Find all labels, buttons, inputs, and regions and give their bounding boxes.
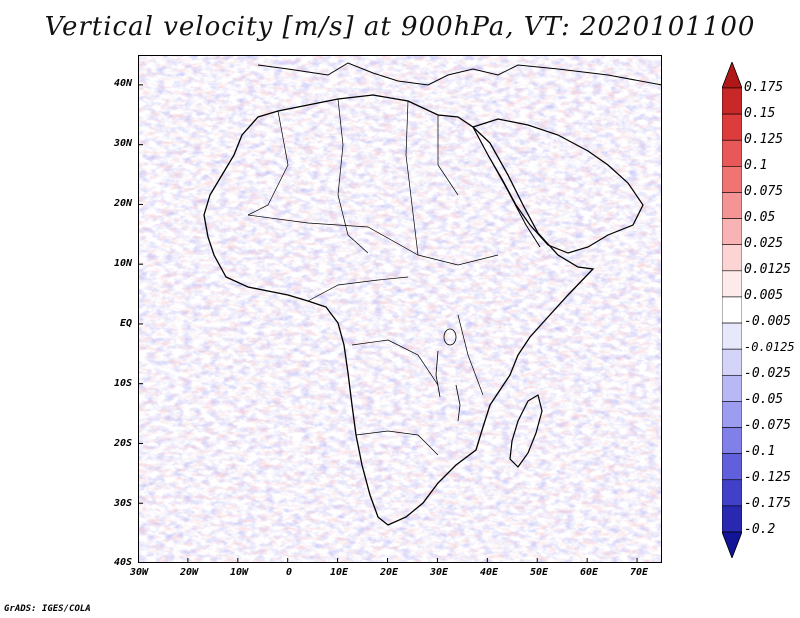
- colorbar-swatch: [722, 505, 742, 533]
- colorbar-label: 0.005: [744, 288, 784, 303]
- colorbar-swatch: [722, 322, 742, 350]
- country-borders: [247, 98, 499, 456]
- colorbar-swatch: [722, 453, 742, 481]
- lat-label: 20N: [113, 198, 132, 209]
- colorbar-label: 0.075: [744, 184, 784, 199]
- map-panel: [138, 55, 662, 563]
- axis-ticks: [138, 84, 638, 563]
- colorbar-label: -0.05: [744, 392, 784, 407]
- colorbar-label: -0.175: [744, 496, 791, 511]
- colorbar-swatch: [722, 87, 742, 115]
- colorbar-label: -0.2: [744, 522, 776, 537]
- madagascar-outline: [509, 394, 543, 468]
- colorbar-label: 0.05: [744, 210, 776, 225]
- colorbar-swatch: [722, 192, 742, 219]
- map-frame: [138, 55, 662, 563]
- colorbar-label: -0.075: [744, 418, 791, 433]
- chart-title: Vertical velocity [m/s] at 900hPa, VT: 2…: [44, 12, 756, 42]
- colorbar-swatch: [722, 218, 742, 246]
- lat-label: 10N: [113, 258, 132, 269]
- colorbar-swatch: [722, 296, 742, 324]
- colorbar-label: 0.0125: [744, 262, 791, 277]
- colorbar-label: -0.1: [744, 444, 776, 459]
- red-sea: [487, 154, 541, 248]
- colorbar-swatch: [722, 244, 742, 272]
- colorbar-swatch: [722, 401, 742, 428]
- colorbar-label: 0.025: [744, 236, 784, 251]
- colorbar-swatch: [722, 427, 742, 454]
- lon-label: 70E: [629, 567, 649, 578]
- colorbar-swatch: [722, 139, 742, 167]
- colorbar-label: 0.175: [744, 80, 784, 95]
- lat-label: 30N: [113, 138, 132, 149]
- credit-text: GrADS: IGES/COLA: [4, 604, 91, 614]
- colorbar-swatch: [722, 374, 742, 402]
- colorbar-label: -0.025: [744, 366, 791, 381]
- lat-label: 20S: [113, 438, 132, 449]
- lon-label: 10W: [229, 567, 249, 578]
- colorbar-label: 0.125: [744, 132, 784, 147]
- lat-label: 30S: [113, 498, 132, 509]
- lon-label: 50E: [529, 567, 549, 578]
- colorbar: [722, 62, 742, 558]
- africa-coastline: [203, 94, 595, 526]
- europe-coast: [257, 62, 662, 86]
- map-canvas: [138, 55, 662, 563]
- lon-label: 40E: [479, 567, 499, 578]
- lat-label: EQ: [119, 318, 132, 329]
- lat-label: 40S: [113, 557, 132, 568]
- colorbar-swatch: [722, 479, 742, 507]
- colorbar-bottom-arrow: [722, 531, 742, 558]
- colorbar-top-arrow: [722, 62, 742, 89]
- lon-label: 20W: [179, 567, 199, 578]
- colorbar-label: -0.0125: [744, 340, 795, 354]
- colorbar-swatch: [722, 166, 742, 193]
- colorbar-label: -0.125: [744, 470, 791, 485]
- lon-label: 60E: [579, 567, 599, 578]
- colorbar-label: 0.15: [744, 106, 776, 121]
- colorbar-label: 0.1: [744, 158, 768, 173]
- lon-label: 30E: [429, 567, 449, 578]
- lon-label: 20E: [379, 567, 399, 578]
- colorbar-swatch: [722, 348, 742, 376]
- velocity-field: [138, 55, 662, 563]
- lon-label: 10E: [329, 567, 349, 578]
- colorbar-label: -0.005: [744, 314, 791, 329]
- colorbar-swatch: [722, 113, 742, 141]
- lakes: [435, 328, 461, 422]
- lat-label: 10S: [113, 378, 132, 389]
- colorbar-swatch: [722, 270, 742, 298]
- lon-label: 0: [285, 567, 293, 578]
- lat-label: 40N: [113, 78, 132, 89]
- lon-label: 30W: [129, 567, 149, 578]
